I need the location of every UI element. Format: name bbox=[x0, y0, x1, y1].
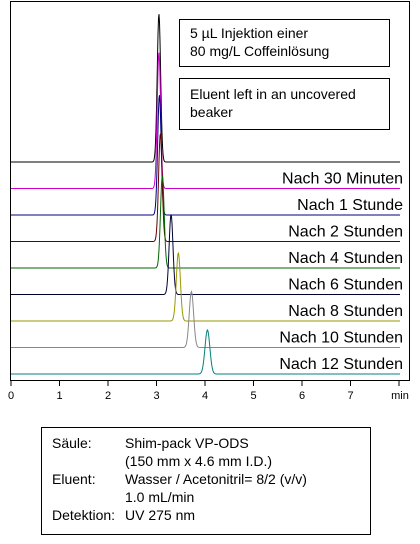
column-dims-row: (150 mm x 4.6 mm I.D.) bbox=[52, 452, 360, 470]
column-value: Shim-pack VP-ODS bbox=[125, 435, 249, 451]
injection-annotation: 5 µL Injektion einer 80 mg/L Coffeinlösu… bbox=[179, 19, 390, 67]
chromatogram-chart: Nach 30 Minuten Nach 1 Stunde Nach 2 Stund… bbox=[8, 1, 410, 402]
trace-label: Nach 6 Stunden bbox=[288, 277, 403, 294]
x-tick-label: 2 bbox=[105, 390, 111, 402]
trace-label: Nach 1 Stunde bbox=[297, 197, 403, 214]
column-row: Säule: Shim-pack VP-ODS bbox=[52, 434, 360, 452]
trace-label-group: Nach 30 Minuten Nach 1 Stunde Nach 2 Stund… bbox=[279, 171, 403, 374]
trace-label: Nach 2 Stunden bbox=[288, 224, 403, 241]
chromatogram-trace bbox=[11, 290, 400, 348]
x-tick-label: 1 bbox=[56, 390, 62, 402]
trace-group bbox=[11, 14, 400, 375]
eluent-value: Wasser / Acetonitril= 8/2 (v/v) bbox=[125, 471, 307, 487]
x-tick-label: 3 bbox=[153, 390, 159, 402]
x-axis-label: min bbox=[391, 390, 409, 402]
x-tick-label: 5 bbox=[250, 390, 256, 402]
eluent-row: Eluent: Wasser / Acetonitril= 8/2 (v/v) bbox=[52, 470, 360, 488]
eluent-annotation-line-1: Eluent left in an uncovered bbox=[190, 86, 356, 102]
eluent-annotation: Eluent left in an uncovered beaker bbox=[179, 78, 390, 130]
detection-value: UV 275 nm bbox=[125, 507, 196, 523]
chromatogram-trace bbox=[11, 14, 400, 163]
column-dims-value: (150 mm x 4.6 mm I.D.) bbox=[125, 453, 273, 469]
flow-value: 1.0 mL/min bbox=[125, 489, 195, 505]
x-axis: 0 1 2 3 4 5 6 7 min bbox=[8, 381, 409, 402]
column-key: Säule: bbox=[52, 435, 92, 451]
detection-row: Detektion: UV 275 nm bbox=[52, 506, 360, 524]
trace-label: Nach 30 Minuten bbox=[282, 171, 403, 188]
chromatogram-trace bbox=[11, 52, 400, 189]
trace-label: Nach 12 Stunden bbox=[279, 356, 403, 373]
x-tick-label: 4 bbox=[202, 390, 208, 402]
trace-label: Nach 10 Stunden bbox=[279, 330, 403, 347]
injection-annotation-line-1: 5 µL Injektion einer bbox=[190, 25, 309, 41]
eluent-annotation-line-2: beaker bbox=[190, 104, 233, 120]
chromatogram-trace bbox=[11, 133, 400, 242]
chromatogram-trace bbox=[11, 95, 400, 216]
injection-annotation-line-2: 80 mg/L Coffeinlösung bbox=[190, 43, 330, 59]
flow-row: 1.0 mL/min bbox=[52, 488, 360, 506]
trace-label: Nach 8 Stunden bbox=[288, 303, 403, 320]
chromatogram-trace bbox=[11, 329, 400, 375]
x-tick-label: 7 bbox=[347, 390, 353, 402]
eluent-key: Eluent: bbox=[52, 471, 96, 487]
detection-key: Detektion: bbox=[52, 507, 116, 523]
chromatogram-trace bbox=[11, 174, 400, 269]
chromatogram-trace bbox=[11, 252, 400, 322]
plot-frame bbox=[10, 1, 410, 381]
x-tick-label: 6 bbox=[299, 390, 305, 402]
conditions-box: Säule: Shim-pack VP-ODS (150 mm x 4.6 mm… bbox=[41, 427, 371, 535]
trace-label: Nach 4 Stunden bbox=[288, 250, 403, 267]
chromatogram-trace bbox=[11, 214, 400, 295]
x-tick-label: 0 bbox=[8, 390, 14, 402]
